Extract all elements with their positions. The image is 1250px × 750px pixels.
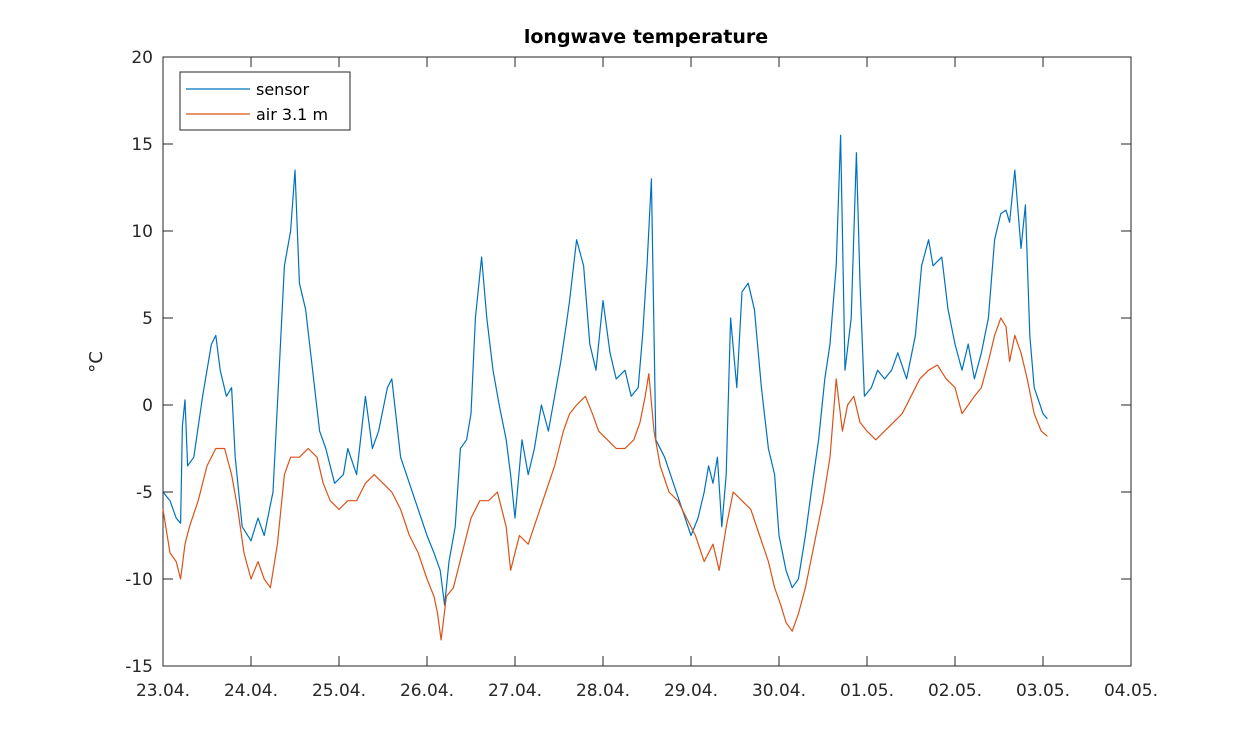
y-tick-label: 15	[131, 135, 153, 155]
legend-label-air: air 3.1 m	[256, 105, 328, 124]
legend-box	[179, 71, 351, 131]
x-tick-label: 02.05.	[928, 681, 982, 701]
x-tick-label: 30.04.	[752, 681, 806, 701]
y-axis: -15 -10 -5 0 5 10 15 20	[125, 48, 1131, 677]
y-tick-label: 20	[131, 48, 153, 68]
x-tick-label: 29.04.	[664, 681, 718, 701]
x-tick-label: 01.05.	[840, 681, 894, 701]
y-tick-label: -15	[125, 657, 153, 677]
chart-title: longwave temperature	[524, 26, 768, 48]
y-axis-label: °C	[86, 351, 107, 373]
series-line-sensor	[162, 134, 1048, 606]
legend-label-sensor: sensor	[256, 80, 309, 99]
y-tick-label: 0	[142, 396, 153, 416]
y-tick-label: -5	[136, 483, 153, 503]
y-tick-label: 10	[131, 222, 153, 242]
x-tick-label: 27.04.	[488, 681, 542, 701]
plot-frame	[162, 56, 1132, 667]
x-tick-label: 25.04.	[312, 681, 366, 701]
series-group	[162, 134, 1048, 641]
x-tick-label: 03.05.	[1016, 681, 1070, 701]
x-tick-label: 26.04.	[400, 681, 454, 701]
x-tick-label: 23.04.	[136, 681, 190, 701]
y-tick-label: -10	[125, 570, 153, 590]
plot-area	[162, 56, 1132, 667]
y-tick-label: 5	[142, 309, 153, 329]
x-tick-label: 24.04.	[224, 681, 278, 701]
legend: sensor air 3.1 m	[179, 71, 351, 131]
x-tick-label: 28.04.	[576, 681, 630, 701]
x-tick-label: 04.05.	[1104, 681, 1158, 701]
x-axis: 23.04. 24.04. 25.04. 26.04. 27.04. 28.04. 29.0…	[136, 57, 1158, 701]
series-line-air	[162, 317, 1048, 641]
